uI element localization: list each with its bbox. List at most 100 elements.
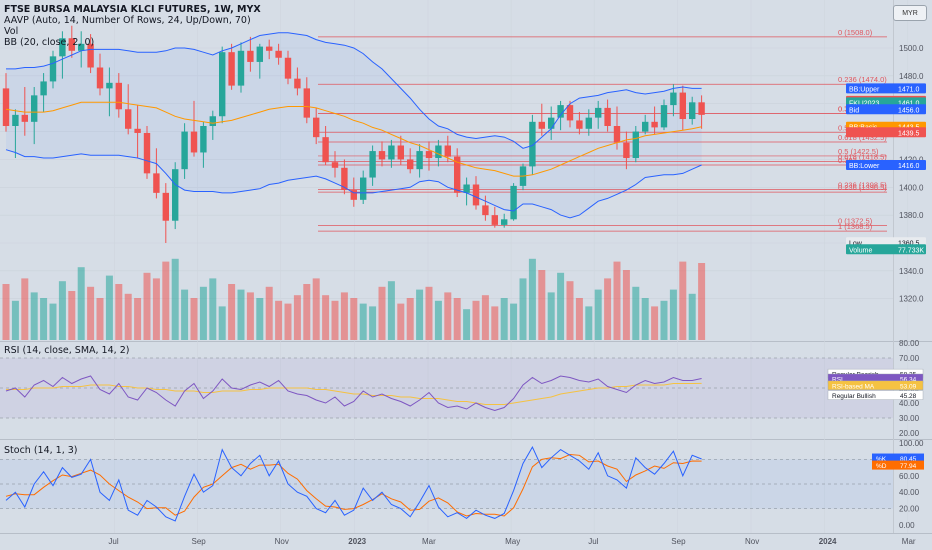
volume-bar	[30, 292, 38, 340]
candle-body	[143, 132, 151, 174]
candle-body	[256, 46, 263, 62]
volume-bar	[265, 286, 273, 340]
candle-body	[548, 117, 555, 129]
price-axis-label	[846, 127, 926, 138]
aavp-indicator-label[interactable]: AAVP (Auto, 14, Number Of Rows, 24, Up/D…	[4, 15, 251, 26]
currency-button[interactable]: MYR	[893, 5, 927, 21]
volume-bar	[237, 289, 245, 340]
price-axis-label-value: 1439.5	[898, 130, 920, 137]
candle-body	[623, 142, 630, 159]
candle-body	[21, 114, 28, 122]
volume-bar	[256, 298, 264, 340]
volume-indicator-label[interactable]: Vol	[4, 26, 19, 37]
volume-bar	[585, 306, 593, 340]
rsi-axis-label	[827, 390, 924, 400]
candle-body	[49, 56, 57, 82]
rsi-pane-title[interactable]: RSI (14, close, SMA, 14, 2)	[4, 345, 130, 356]
time-axis-separator	[0, 533, 932, 534]
volume-bar	[77, 267, 85, 340]
stoch-tick-label: 100.00	[899, 439, 924, 448]
stoch-k-line	[5, 446, 702, 522]
price-axis-label	[846, 104, 926, 115]
rsi-tick-label: 40.00	[899, 399, 920, 408]
price-axis-label	[846, 160, 926, 170]
bollinger-indicator-label[interactable]: BB (20, close, 2, 0)	[4, 37, 95, 48]
price-axis-label-text: BB:Upper	[849, 86, 880, 93]
price-tick-label: 1340.0	[899, 267, 924, 276]
volume-bar	[11, 300, 19, 340]
volume-bar	[369, 306, 377, 340]
candle-body	[228, 52, 235, 86]
candle-body	[632, 131, 639, 159]
candle-body	[322, 137, 329, 163]
candle-body	[172, 169, 179, 221]
volume-bar	[557, 272, 565, 340]
volume-bar	[425, 286, 433, 340]
candle-body	[604, 107, 611, 126]
volume-bar	[275, 300, 283, 340]
candle-body	[388, 145, 395, 160]
volume-bar	[284, 303, 292, 340]
volume-bar	[622, 270, 630, 340]
stoch-pane-title[interactable]: Stoch (14, 1, 3)	[4, 445, 78, 456]
rsi-line	[5, 375, 702, 412]
volume-bar	[152, 278, 160, 340]
time-tick-label: Mar	[422, 537, 436, 546]
candle-body	[40, 81, 47, 96]
time-tick-label: May	[505, 537, 520, 546]
volume-bar	[528, 258, 536, 340]
rsi-tick-label: 20.00	[899, 429, 920, 438]
volume-bar	[604, 278, 612, 340]
volume-bar	[105, 275, 113, 340]
volume-bar	[510, 303, 518, 340]
candle-body	[12, 114, 19, 126]
time-tick-label: Sep	[671, 537, 686, 546]
volume-bar	[209, 278, 217, 340]
candle-body	[360, 177, 367, 200]
time-tick-label: 2023	[348, 537, 366, 546]
candle-body	[350, 190, 357, 200]
candle-body	[106, 82, 113, 89]
time-tick-label: Sep	[192, 537, 207, 546]
candle-body	[247, 50, 254, 62]
stoch-axis-label	[872, 453, 924, 463]
candle-body	[463, 184, 470, 193]
fib-level-label: 0.5 (1422.5)	[838, 147, 879, 156]
rsi-axis-label-text: RSI	[832, 376, 843, 383]
volume-bar	[199, 286, 207, 340]
price-axis-label-text: Volume	[849, 247, 872, 254]
fib-level-label: 0.618 (1418.5)	[838, 153, 887, 162]
candle-body	[679, 92, 686, 120]
candle-body	[595, 107, 602, 118]
volume-bar	[472, 300, 480, 340]
price-axis-label-value: 1461.0	[898, 100, 920, 107]
time-tick-label: 2024	[819, 537, 837, 546]
rsi-tick-label: 30.00	[899, 414, 920, 423]
candle-body	[294, 78, 301, 89]
candle-body	[87, 43, 94, 68]
volume-bar	[246, 292, 254, 340]
time-tick-label: Mar	[902, 537, 916, 546]
candle-body	[435, 145, 442, 159]
volume-bar	[143, 272, 151, 340]
volume-bar	[660, 300, 668, 340]
candle-body	[425, 151, 433, 159]
price-axis-label-value: 1471.0	[898, 86, 920, 93]
rsi-axis-label	[827, 380, 924, 391]
volume-bar	[218, 306, 226, 340]
candle-body	[501, 219, 508, 225]
stoch-tick-label: 60.00	[899, 472, 920, 481]
candle-body	[31, 95, 38, 122]
volume-bar	[359, 303, 367, 340]
stoch-d-line	[5, 453, 702, 517]
price-axis-label-value: 1456.0	[898, 107, 920, 114]
candle-body	[209, 116, 216, 126]
chart-title: FTSE BURSA MALAYSIA KLCI FUTURES, 1W, MY…	[4, 4, 261, 15]
candle-body	[219, 52, 226, 117]
stoch-tick-label: 40.00	[899, 488, 920, 497]
candle-body	[68, 38, 75, 51]
price-axis-label-value: 1416.0	[898, 163, 920, 170]
volume-bar	[96, 298, 104, 340]
volume-bar	[500, 298, 508, 340]
